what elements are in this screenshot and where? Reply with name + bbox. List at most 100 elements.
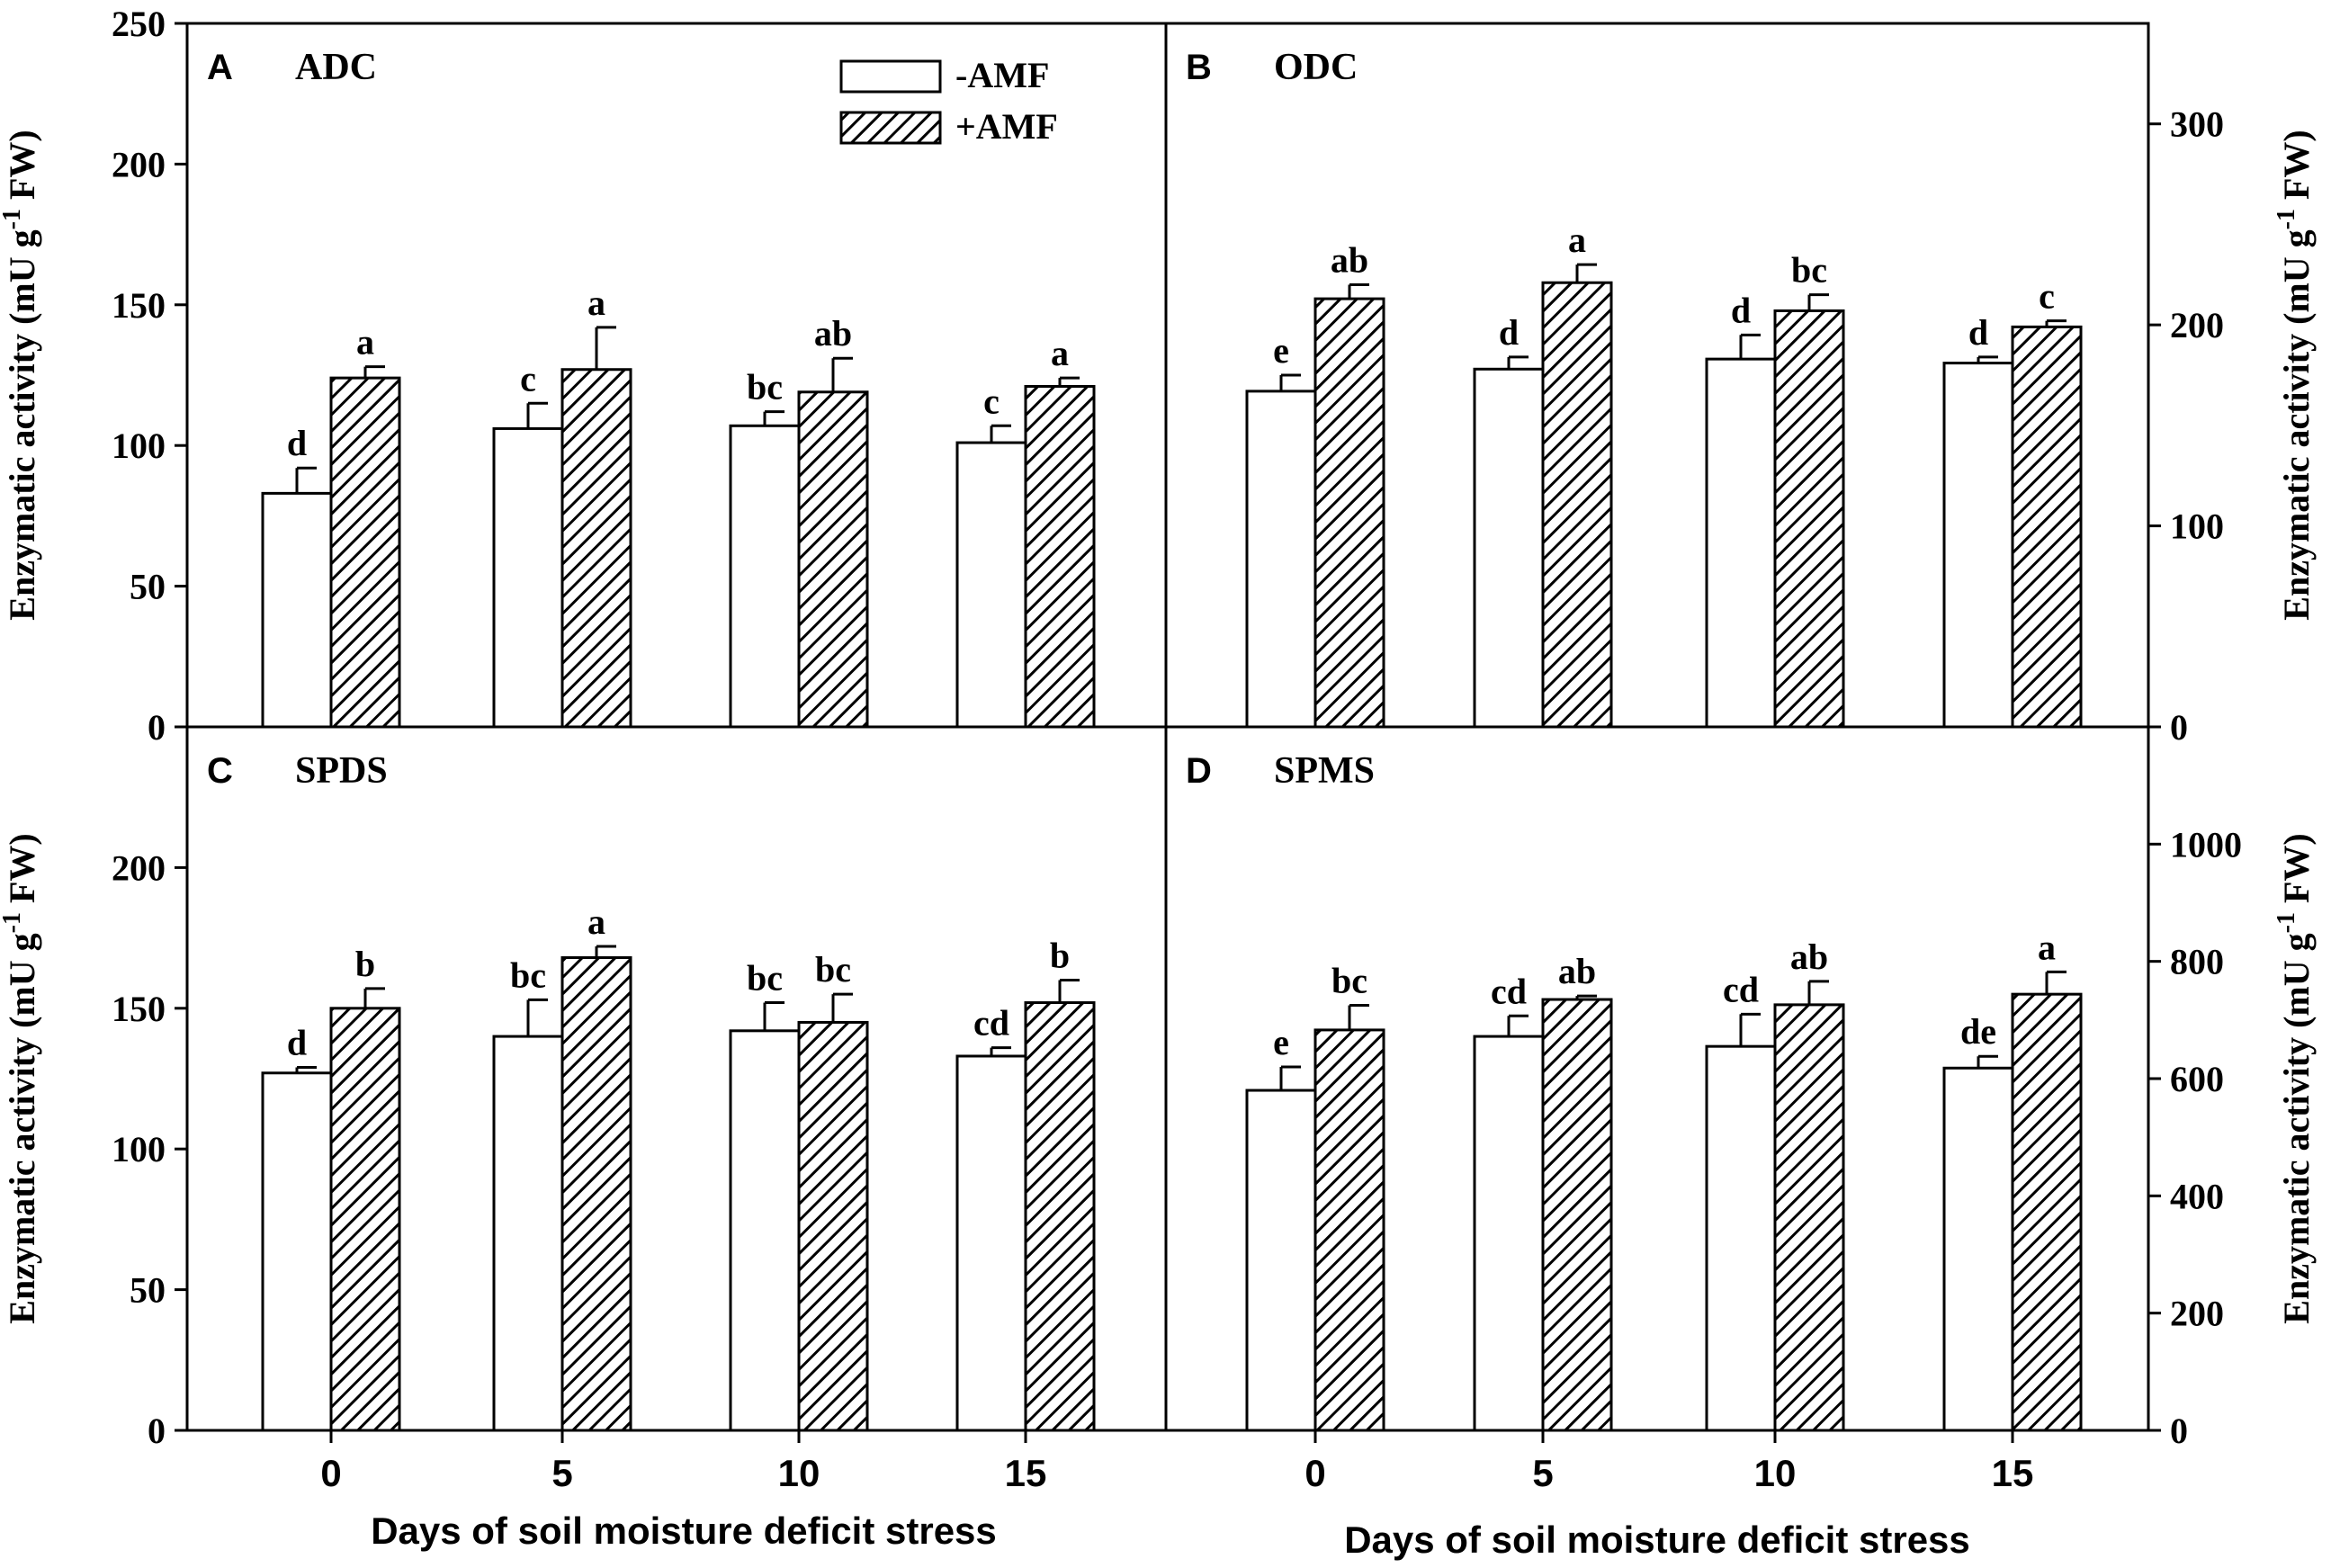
significance-letter: a [2038, 927, 2056, 967]
panel-title: ADC [295, 47, 377, 88]
y-tick-label: 200 [2170, 305, 2224, 345]
bar-minus-amf [261, 491, 333, 729]
bar-minus-amf [1245, 390, 1317, 729]
significance-letter: d [1499, 312, 1519, 353]
significance-letter: a [356, 322, 374, 363]
panel-letter: B [1186, 48, 1212, 87]
y-tick-label: 200 [112, 847, 166, 888]
significance-letter: bc [747, 958, 783, 999]
bar-plus-amf [1773, 1003, 1845, 1432]
x-tick-label: 10 [778, 1452, 820, 1494]
bar-minus-amf [729, 424, 801, 729]
significance-letter: c [520, 358, 536, 399]
significance-letter: e [1273, 1022, 1289, 1062]
legend-label-minus-amf: -AMF [955, 55, 1049, 95]
bar-plus-amf [2011, 992, 2083, 1432]
y-axis-label: Enzymatic activity (mU g-1 FW) [2273, 833, 2317, 1323]
significance-letter: bc [510, 954, 546, 995]
y-tick-label: 50 [130, 1270, 166, 1311]
significance-letter: a [587, 282, 605, 323]
x-tick-label: 5 [1532, 1452, 1553, 1494]
bar-minus-amf [1245, 1089, 1317, 1432]
significance-letter: d [287, 423, 307, 463]
legend-swatch-hatched [839, 111, 942, 145]
bar-plus-amf [329, 376, 401, 729]
y-axis-label: Enzymatic activity (mU g-1 FW) [0, 833, 42, 1323]
legend-swatch-open [839, 59, 942, 94]
significance-letter: b [355, 944, 375, 984]
bar-minus-amf [492, 1035, 564, 1432]
y-tick-label: 100 [112, 426, 166, 466]
significance-letter: d [1731, 290, 1751, 330]
panel-letter: C [207, 751, 233, 791]
bar-minus-amf [1705, 1044, 1777, 1432]
x-axis-label: Days of soil moisture deficit stress [371, 1510, 997, 1552]
x-axis-label: Days of soil moisture deficit stress [1344, 1519, 1970, 1561]
legend: -AMF +AMF [839, 55, 1058, 147]
significance-letter: cd [1491, 971, 1527, 1011]
bar-plus-amf [1541, 281, 1613, 729]
y-tick-label: 100 [112, 1129, 166, 1169]
significance-letter: cd [1723, 969, 1759, 1009]
y-tick-label: 0 [2170, 1411, 2188, 1451]
y-tick-label: 0 [148, 707, 166, 748]
significance-letter: d [1968, 312, 1988, 353]
x-tick-label: 5 [551, 1452, 572, 1494]
significance-letter: c [983, 381, 1000, 421]
y-tick-label: 400 [2170, 1176, 2224, 1216]
significance-letter: a [1568, 220, 1586, 260]
panel-title: ODC [1274, 47, 1358, 88]
bar-plus-amf [1313, 1028, 1385, 1432]
bar-plus-amf [1024, 385, 1096, 729]
significance-letter: ab [814, 313, 852, 354]
panel-letter: D [1186, 751, 1212, 791]
significance-letter: d [287, 1022, 307, 1062]
legend-label-plus-amf: +AMF [955, 106, 1058, 147]
panel-letter: A [207, 48, 233, 87]
y-tick-label: 800 [2170, 942, 2224, 982]
bar-minus-amf [729, 1029, 801, 1432]
y-tick-label: 200 [2170, 1294, 2224, 1334]
bar-plus-amf [1773, 309, 1845, 729]
bar-minus-amf [955, 1054, 1027, 1432]
y-axis-label: Enzymatic activity (mU g-1 FW) [2273, 130, 2317, 620]
bar-minus-amf [1942, 362, 2014, 729]
y-tick-label: 50 [130, 567, 166, 607]
bar-minus-amf [955, 441, 1027, 729]
x-tick-label: 15 [1005, 1452, 1047, 1494]
significance-letter: ab [1331, 239, 1368, 280]
panel-title: SPDS [295, 750, 388, 792]
significance-letter: a [1051, 333, 1069, 373]
y-tick-label: 0 [2170, 707, 2188, 748]
y-tick-label: 1000 [2170, 824, 2242, 865]
bar-plus-amf [2011, 325, 2083, 729]
y-tick-label: 100 [2170, 506, 2224, 547]
x-tick-label: 15 [1992, 1452, 2034, 1494]
bar-plus-amf [1541, 998, 1613, 1432]
bar-plus-amf [1313, 297, 1385, 729]
bar-minus-amf [261, 1071, 333, 1432]
bar-plus-amf [329, 1007, 401, 1432]
panel-a: A ADC 0 50 100 150 200 250 Enzymatic activity (m… [0, 4, 1168, 748]
significance-letter: bc [1331, 961, 1367, 1001]
bar-minus-amf [1473, 367, 1545, 729]
significance-letter: cd [973, 1003, 1009, 1044]
significance-letter: a [587, 901, 605, 942]
bar-plus-amf [797, 390, 869, 729]
significance-letter: e [1273, 330, 1289, 371]
significance-letter: ab [1790, 936, 1828, 977]
significance-letter: b [1050, 936, 1070, 976]
y-tick-label: 600 [2170, 1059, 2224, 1099]
panel-d: D SPMS 0 200 400 600 800 1000 Enzymatic activity… [1164, 725, 2317, 1561]
y-tick-label: 0 [148, 1411, 166, 1451]
significance-letter: bc [747, 367, 783, 408]
bar-minus-amf [1473, 1035, 1545, 1432]
bar-minus-amf [492, 426, 564, 729]
bar-plus-amf [560, 368, 632, 729]
y-tick-label: 150 [112, 285, 166, 326]
significance-letter: ab [1558, 951, 1596, 991]
y-tick-label: 250 [112, 4, 166, 44]
bar-minus-amf [1705, 357, 1777, 729]
